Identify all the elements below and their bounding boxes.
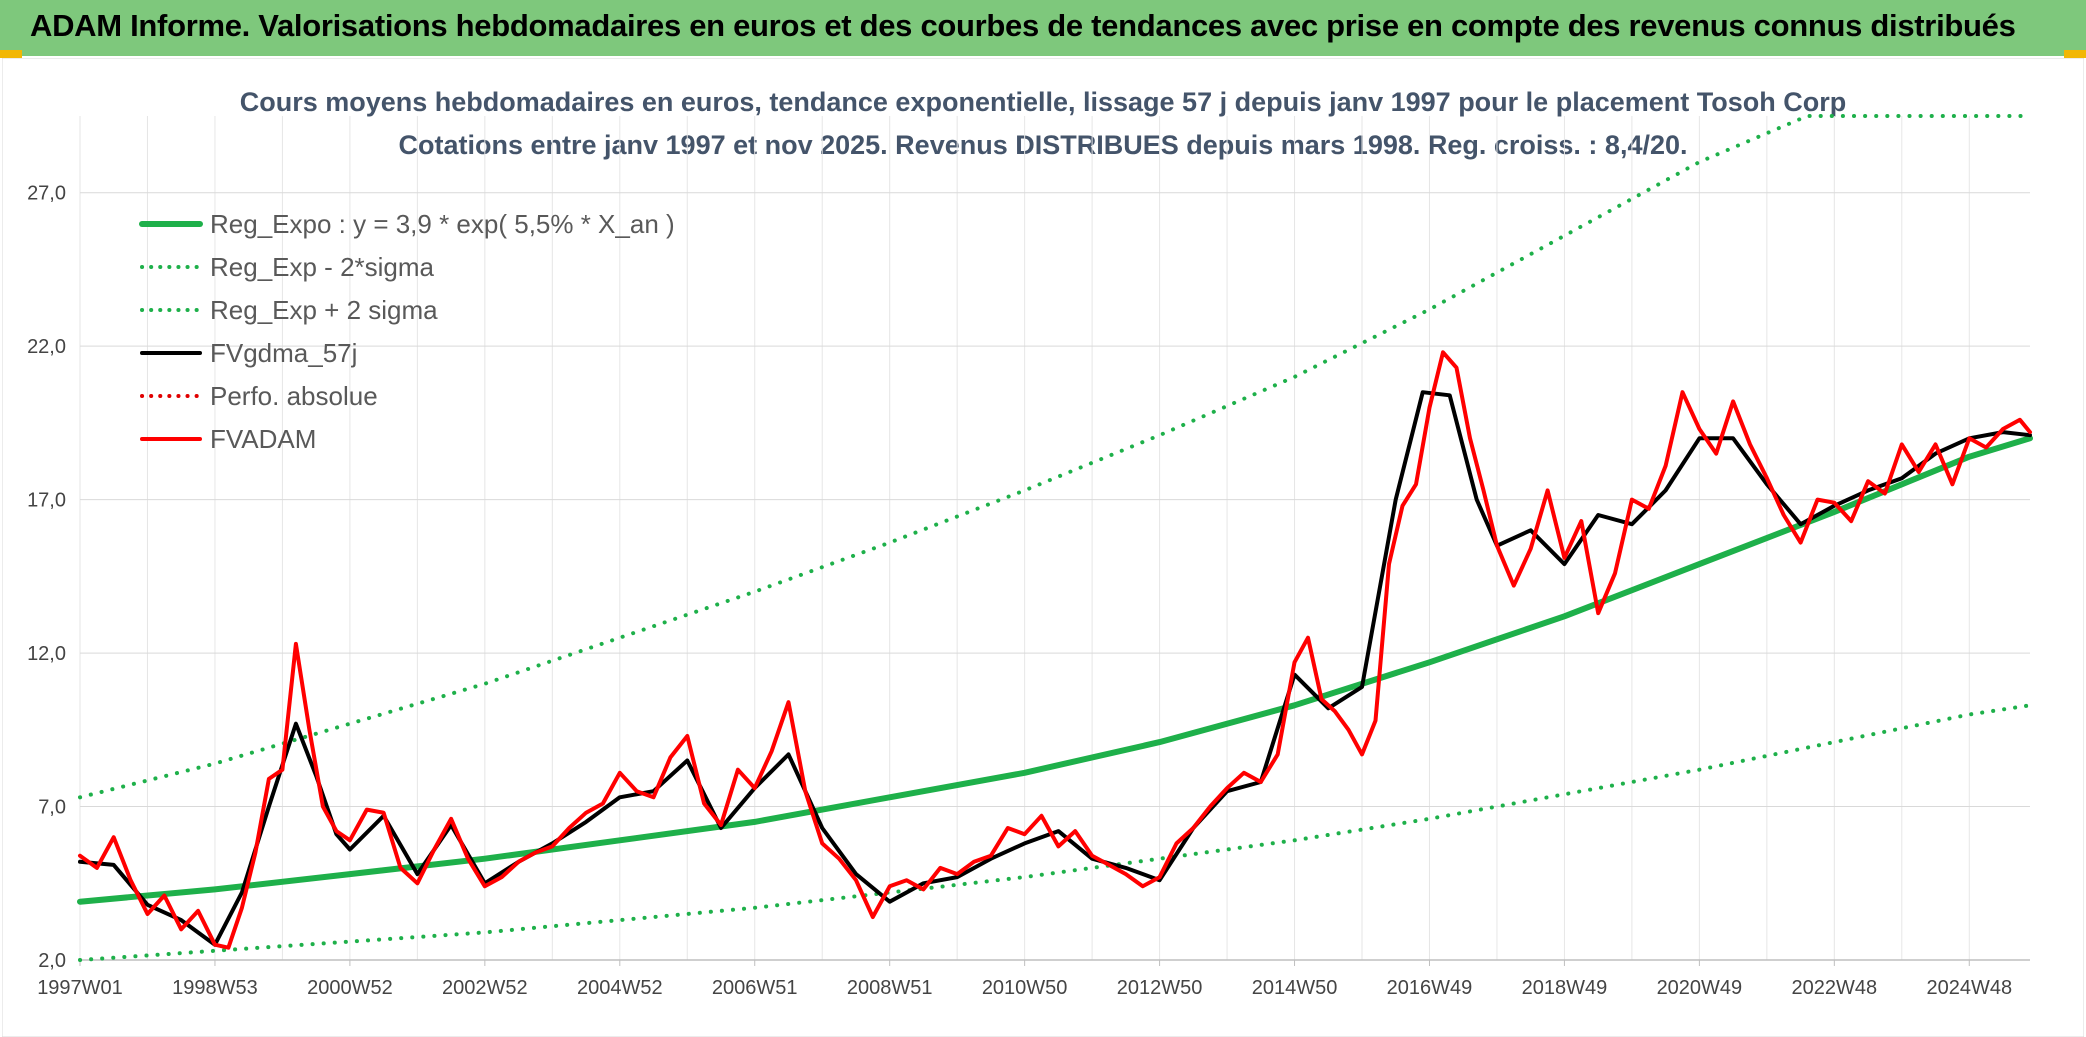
- x-tick-label: 1998W53: [172, 977, 258, 999]
- legend-label: Perfo. absolue: [210, 381, 378, 411]
- y-tick-label: 2,0: [38, 950, 66, 972]
- x-tick-label: 2000W52: [307, 977, 393, 999]
- x-axis: 1997W01 1998W53 2000W52 2002W52 2004W52 2006W…: [37, 959, 2030, 999]
- line-chart: Cours moyens hebdomadaires en euros, ten…: [2, 58, 2084, 1037]
- x-tick-label: 2018W49: [1522, 977, 1608, 999]
- legend-label: Reg_Exp + 2 sigma: [210, 295, 438, 325]
- legend-label: FVgdma_57j: [210, 338, 357, 368]
- chart-title: Cours moyens hebdomadaires en euros, ten…: [240, 87, 1846, 117]
- x-tick-label: 2020W49: [1657, 977, 1743, 999]
- legend: Reg_Expo : y = 3,9 * exp( 5,5% * X_an ) R…: [139, 209, 675, 454]
- chart-subtitle: Cotations entre janv 1997 et nov 2025. R…: [398, 130, 1687, 160]
- y-tick-label: 17,0: [27, 490, 66, 512]
- series-group: [77, 114, 2033, 962]
- x-tick-label: 2004W52: [577, 977, 663, 999]
- x-tick-label: 2006W51: [712, 977, 798, 999]
- y-axis: 2,0 7,0 12,0 17,0 22,0 27,0: [27, 183, 66, 972]
- x-tick-label: 2014W50: [1252, 977, 1338, 999]
- chart-area: Cours moyens hebdomadaires en euros, ten…: [2, 58, 2084, 1037]
- grid: [79, 116, 2030, 961]
- series-line-0: [77, 435, 2033, 905]
- y-tick-label: 27,0: [27, 183, 66, 205]
- series-line-5: [78, 350, 2032, 950]
- banner: ADAM Informe. Valorisations hebdomadaire…: [0, 0, 2086, 56]
- corner-marker-left: [0, 50, 22, 58]
- x-tick-label: 2010W50: [982, 977, 1068, 999]
- legend-label: Reg_Expo : y = 3,9 * exp( 5,5% * X_an ): [210, 209, 675, 239]
- x-tick-label: 1997W01: [37, 977, 123, 999]
- y-tick-label: 7,0: [38, 797, 66, 819]
- series-line-3: [78, 390, 2032, 947]
- x-tick-label: 2008W51: [847, 977, 933, 999]
- x-tick-label: 2002W52: [442, 977, 528, 999]
- x-tick-label: 2024W48: [1926, 977, 2012, 999]
- legend-label: FVADAM: [210, 424, 316, 454]
- y-tick-label: 12,0: [27, 643, 66, 665]
- legend-label: Reg_Exp - 2*sigma: [210, 252, 435, 282]
- corner-marker-right: [2064, 50, 2086, 58]
- x-tick-label: 2012W50: [1117, 977, 1203, 999]
- x-tick-label: 2016W49: [1387, 977, 1473, 999]
- y-tick-label: 22,0: [27, 336, 66, 358]
- page-title: ADAM Informe. Valorisations hebdomadaire…: [30, 8, 2016, 43]
- x-tick-label: 2022W48: [1792, 977, 1878, 999]
